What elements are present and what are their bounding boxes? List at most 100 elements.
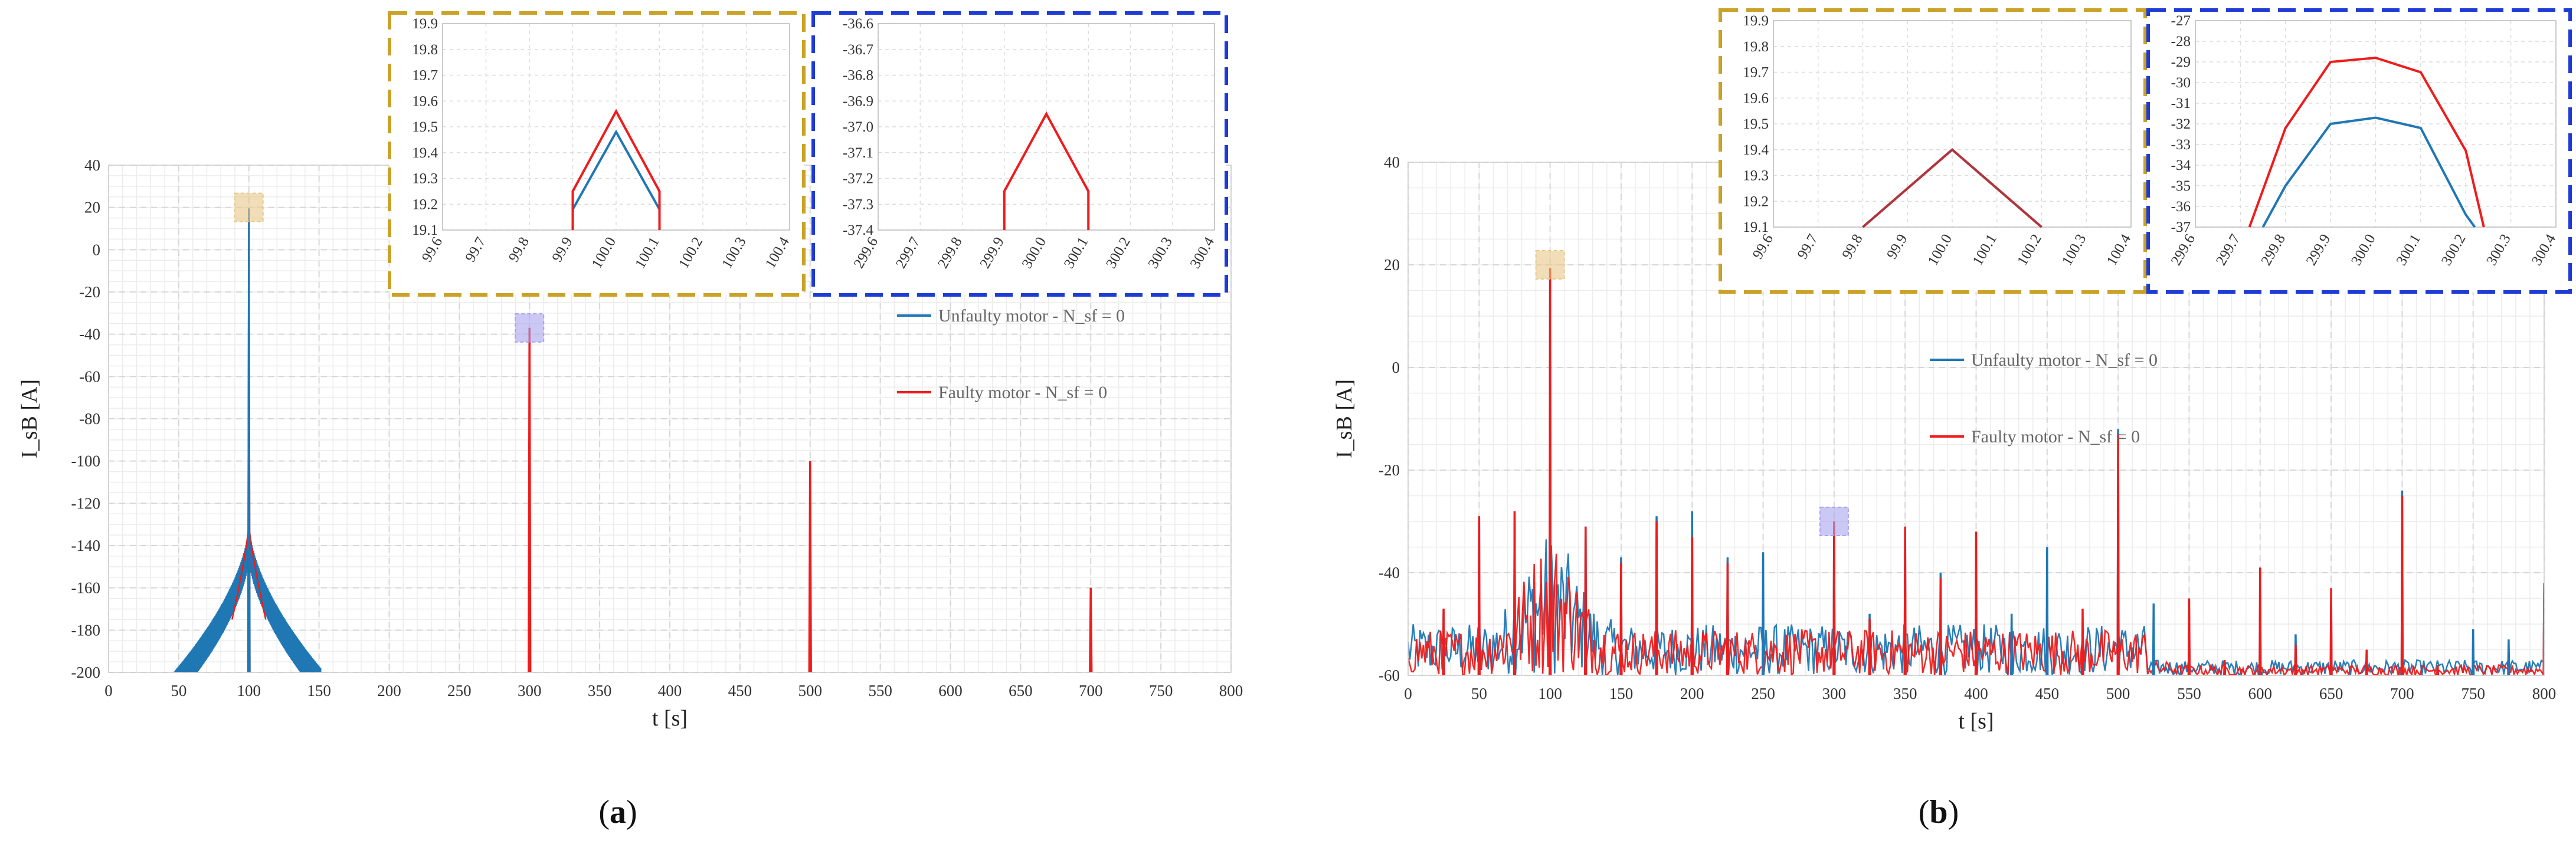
- inset-y-tick-label: 19.8: [1743, 39, 1769, 55]
- series-peak-faulty: [2329, 588, 2333, 675]
- inset-1: 19.919.819.719.619.519.419.319.219.199.6…: [1719, 8, 2147, 294]
- y-tick-label: -20: [1379, 461, 1400, 479]
- x-tick-label: 0: [104, 682, 113, 700]
- y-tick-label: 0: [1392, 359, 1400, 376]
- inset-y-tick-label: -28: [2171, 34, 2191, 50]
- inset-1: 19.919.819.719.619.519.419.319.219.199.6…: [388, 11, 806, 297]
- y-tick-label: -20: [79, 283, 100, 301]
- series-peak-unfaulty: [2294, 634, 2297, 675]
- inset-y-tick-label: 19.6: [412, 93, 438, 109]
- x-tick-label: 0: [1404, 685, 1412, 702]
- panel-label-close: ): [626, 794, 637, 830]
- x-tick-label: 550: [868, 682, 892, 700]
- x-tick-label: 750: [2461, 685, 2485, 702]
- inset-y-tick-label: -37.3: [843, 196, 873, 212]
- highlight-marker: [515, 313, 545, 343]
- inset-y-tick-label: -37.1: [843, 145, 873, 161]
- inset-y-tick-label: -33: [2171, 137, 2191, 153]
- panel-label: (b): [1919, 794, 1959, 830]
- y-tick-label: -200: [71, 664, 101, 681]
- inset-y-tick-label: -36.8: [843, 68, 873, 84]
- series-peak-faulty: [1939, 577, 1942, 675]
- series-peak-faulty: [1584, 526, 1588, 675]
- panel-a: 0 50 100 150 200 250 300 350 400 450 500 550 600 650 7…: [17, 11, 1243, 830]
- x-tick-label: 300: [1822, 685, 1847, 702]
- y-tick-label: -60: [1379, 667, 1400, 684]
- panel-label: (a): [598, 794, 637, 830]
- series-peak-unfaulty: [2010, 613, 2014, 675]
- inset-y-tick-label: 19.6: [1743, 90, 1769, 106]
- x-tick-label: 350: [1893, 685, 1917, 702]
- inset-series-line: [1862, 148, 2043, 228]
- y-tick-label: 40: [84, 156, 100, 174]
- panel-label-open: (: [1919, 794, 1930, 830]
- inset-y-tick-label: 19.9: [1743, 13, 1769, 29]
- inset-series-line: [2248, 56, 2485, 228]
- panel-b: 0 50 100 150 200 250 300 350 400 450 500 550 600 650 7…: [1332, 8, 2572, 830]
- x-tick-label: 600: [938, 682, 963, 700]
- inset-series-line: [1003, 111, 1090, 230]
- series-peak-faulty: [1513, 511, 1517, 675]
- y-tick-label: 0: [93, 241, 101, 258]
- y-tick-label: -180: [71, 621, 101, 639]
- x-tick-label: 150: [1609, 685, 1634, 702]
- series-peak-faulty: [2187, 598, 2191, 675]
- series-peak-unfaulty: [2045, 547, 2049, 675]
- x-tick-label: 150: [307, 682, 331, 700]
- x-tick-label: 450: [2035, 685, 2060, 702]
- inset-y-tick-label: -37.2: [843, 171, 873, 187]
- inset-y-tick-label: -37.4: [843, 222, 874, 238]
- inset-y-tick-label: 19.4: [412, 145, 438, 161]
- x-tick-label: 500: [2106, 685, 2130, 702]
- y-tick-label: -160: [71, 579, 101, 597]
- y-tick-label: -40: [79, 326, 100, 343]
- series-peak-faulty: [1868, 619, 1871, 675]
- y-tick-label: -40: [1379, 564, 1400, 582]
- series-peak-unfaulty: [2116, 429, 2120, 675]
- inset-y-tick-label: 19.3: [1743, 168, 1769, 184]
- x-tick-label: 200: [1680, 685, 1704, 702]
- series-peak-unfaulty: [1726, 557, 1730, 675]
- inset-frame: [2146, 8, 2572, 294]
- x-tick-label: 650: [2319, 685, 2343, 702]
- x-tick-label: 550: [2177, 685, 2201, 702]
- x-tick-label: 50: [1471, 685, 1487, 702]
- series-peak-faulty: [2258, 567, 2262, 675]
- series-peak-faulty: [1903, 526, 1907, 675]
- x-tick-label: 250: [1751, 685, 1775, 702]
- inset-plot-frame: [878, 23, 1215, 231]
- series-peak-unfaulty: [2152, 603, 2155, 675]
- series-peak-faulty: [2116, 434, 2120, 675]
- legend-label: Faulty motor - N_sf = 0: [938, 383, 1107, 402]
- series-peak-faulty: [2081, 608, 2084, 675]
- y-tick-label: 20: [84, 199, 100, 216]
- legend-label: Unfaulty motor - N_sf = 0: [1971, 350, 2158, 370]
- series-peak-unfaulty: [1655, 516, 1658, 675]
- highlight-marker: [1535, 250, 1565, 280]
- legend-label: Unfaulty motor - N_sf = 0: [938, 306, 1125, 326]
- series-peak-faulty: [1832, 521, 1836, 675]
- y-tick-label: -140: [71, 537, 101, 554]
- x-tick-label: 500: [798, 682, 823, 700]
- series-peak-faulty: [1690, 537, 1694, 675]
- highlight-marker: [1819, 507, 1849, 536]
- panel-label-letter: b: [1929, 794, 1947, 830]
- inset-y-tick-label: 19.4: [1743, 142, 1769, 158]
- legend-label: Faulty motor - N_sf = 0: [1971, 427, 2140, 447]
- inset-y-tick-label: -37: [2171, 219, 2191, 235]
- inset-y-tick-label: 19.5: [1743, 116, 1769, 132]
- y-axis-label: I_sB [A]: [1332, 379, 1357, 458]
- inset-y-tick-label: -36.9: [843, 93, 873, 109]
- inset-series-line: [2261, 116, 2476, 228]
- y-tick-label: 20: [1384, 256, 1400, 274]
- series-peak-unfaulty: [1939, 572, 1942, 675]
- inset-y-tick-label: -34: [2171, 157, 2191, 173]
- series-peak-unfaulty: [1868, 613, 1871, 675]
- inset-y-tick-label: 19.1: [412, 222, 438, 238]
- x-tick-label: 650: [1009, 682, 1033, 700]
- x-tick-label: 450: [728, 682, 752, 700]
- series-peak-faulty: [1442, 608, 1445, 675]
- y-axis-label: I_sB [A]: [17, 379, 42, 458]
- inset-y-tick-label: 19.5: [412, 119, 438, 135]
